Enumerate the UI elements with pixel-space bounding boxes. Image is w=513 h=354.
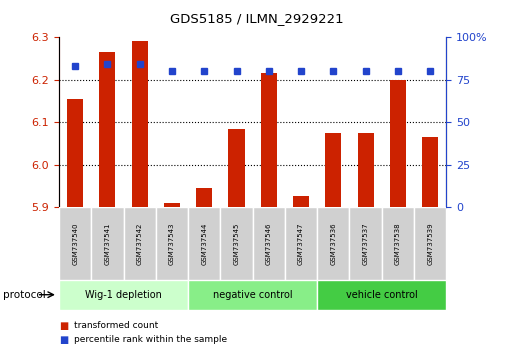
Bar: [156, 207, 188, 280]
Text: ■: ■: [59, 335, 68, 345]
Bar: [124, 207, 156, 280]
Text: GSM737538: GSM737538: [395, 222, 401, 265]
Bar: [349, 207, 382, 280]
Text: ■: ■: [59, 321, 68, 331]
Text: protocol: protocol: [3, 290, 45, 300]
Bar: [164, 203, 180, 207]
Text: GSM737546: GSM737546: [266, 222, 272, 265]
Text: vehicle control: vehicle control: [346, 290, 418, 300]
Text: percentile rank within the sample: percentile rank within the sample: [74, 335, 227, 344]
Bar: [261, 73, 277, 207]
Text: GSM737545: GSM737545: [233, 222, 240, 264]
Bar: [325, 133, 342, 207]
Bar: [317, 207, 349, 280]
Bar: [390, 80, 406, 207]
Text: GSM737537: GSM737537: [363, 222, 369, 265]
Bar: [67, 99, 83, 207]
Bar: [91, 207, 124, 280]
Bar: [414, 207, 446, 280]
Text: GSM737542: GSM737542: [136, 222, 143, 264]
Bar: [59, 280, 188, 310]
Bar: [358, 133, 373, 207]
Bar: [228, 129, 245, 207]
Bar: [293, 196, 309, 207]
Bar: [100, 52, 115, 207]
Text: Wig-1 depletion: Wig-1 depletion: [85, 290, 162, 300]
Bar: [59, 207, 91, 280]
Bar: [422, 137, 438, 207]
Bar: [188, 207, 221, 280]
Bar: [317, 280, 446, 310]
Text: GDS5185 / ILMN_2929221: GDS5185 / ILMN_2929221: [170, 12, 343, 25]
Text: GSM737547: GSM737547: [298, 222, 304, 265]
Text: GSM737536: GSM737536: [330, 222, 337, 265]
Text: GSM737541: GSM737541: [105, 222, 110, 265]
Text: transformed count: transformed count: [74, 321, 159, 330]
Text: GSM737544: GSM737544: [201, 222, 207, 264]
Text: negative control: negative control: [213, 290, 292, 300]
Text: GSM737539: GSM737539: [427, 222, 433, 265]
Bar: [382, 207, 414, 280]
Text: GSM737543: GSM737543: [169, 222, 175, 265]
Bar: [221, 207, 252, 280]
Bar: [196, 188, 212, 207]
Bar: [132, 41, 148, 207]
Bar: [252, 207, 285, 280]
Bar: [188, 280, 317, 310]
Bar: [285, 207, 317, 280]
Text: GSM737540: GSM737540: [72, 222, 78, 265]
